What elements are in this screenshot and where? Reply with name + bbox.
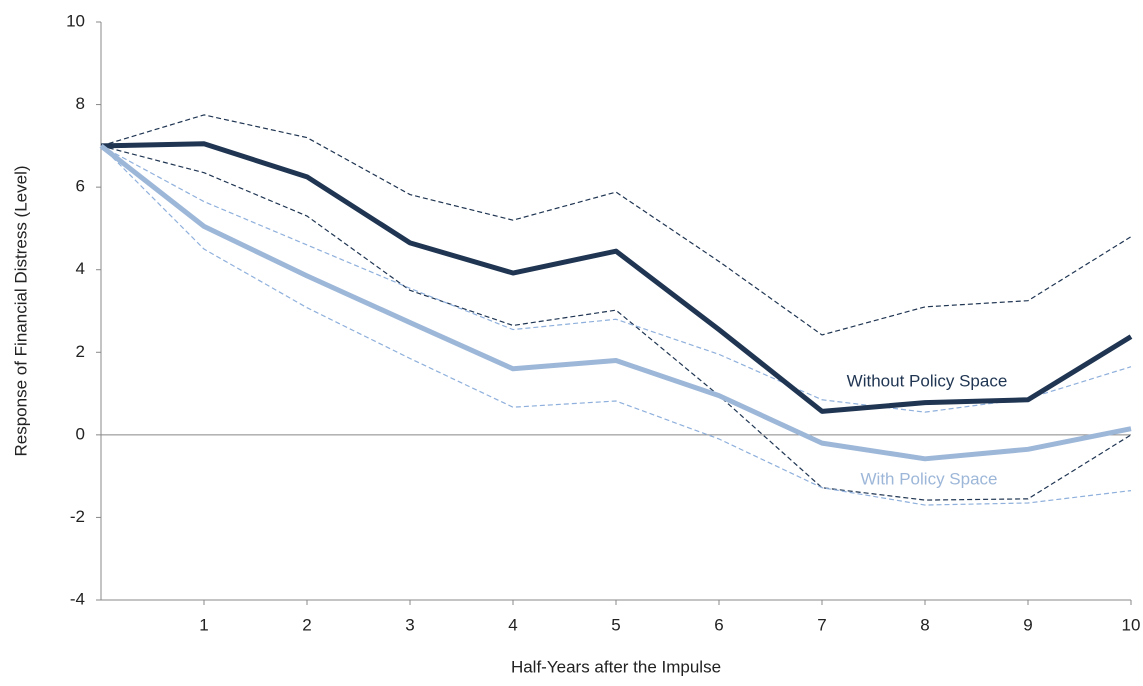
confidence-band-line	[100, 114, 1132, 336]
x-tick-label: 3	[405, 615, 414, 634]
x-tick-label: 2	[302, 615, 311, 634]
series-line	[99, 143, 1132, 462]
series-label: With Policy Space	[861, 469, 998, 488]
confidence-band-line	[100, 145, 1132, 501]
y-tick-label: 2	[76, 342, 85, 361]
series-line	[100, 141, 1133, 414]
x-tick-label: 5	[611, 615, 620, 634]
y-tick-label: 6	[76, 177, 85, 196]
x-tick-label: 1	[199, 615, 208, 634]
y-tick-label: 0	[76, 424, 85, 443]
x-tick-label: 8	[920, 615, 929, 634]
y-tick-label: 4	[76, 259, 85, 278]
y-tick-label: -4	[70, 589, 85, 608]
series-label: Without Policy Space	[847, 371, 1008, 390]
x-tick-label: 6	[714, 615, 723, 634]
x-tick-label: 9	[1023, 615, 1032, 634]
confidence-band-line	[100, 145, 1132, 413]
confidence-band-line	[100, 145, 1132, 506]
x-axis-title: Half-Years after the Impulse	[511, 657, 721, 676]
y-tick-label: 8	[76, 94, 85, 113]
y-tick-label: 10	[66, 11, 85, 30]
y-tick-label: -2	[70, 507, 85, 526]
y-axis-title: Response of Financial Distress (Level)	[11, 165, 30, 456]
x-tick-label: 10	[1122, 615, 1141, 634]
x-tick-label: 4	[508, 615, 517, 634]
x-tick-label: 7	[817, 615, 826, 634]
